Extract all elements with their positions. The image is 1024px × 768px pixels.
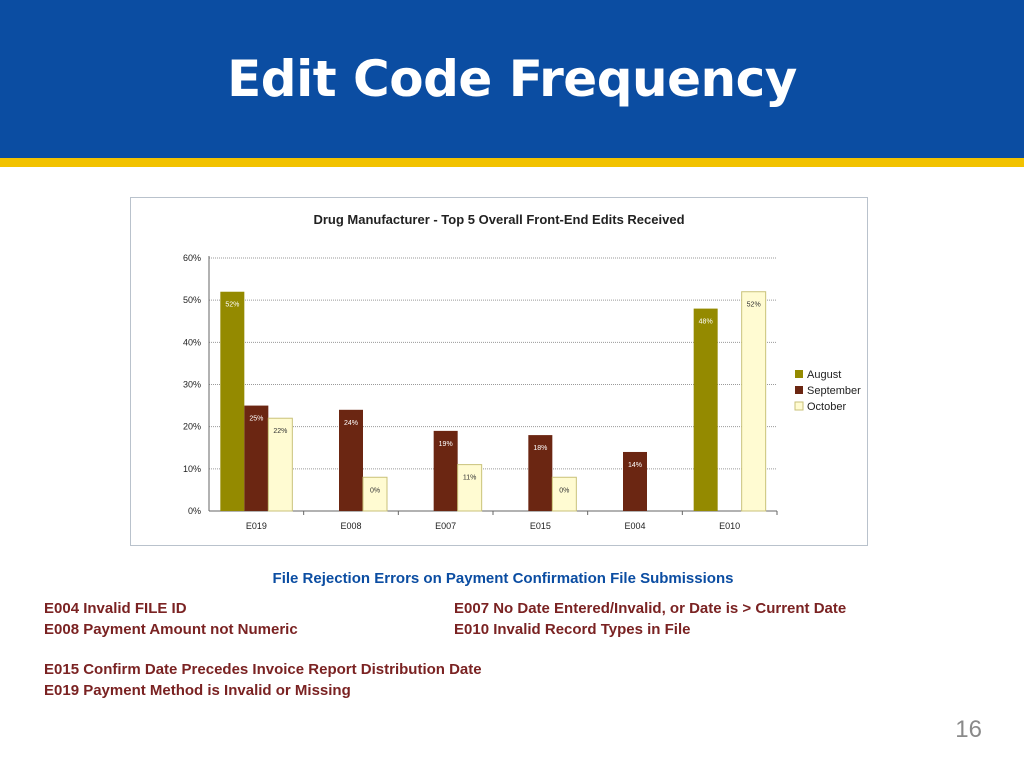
definition-e019: E019 Payment Method is Invalid or Missin… — [44, 682, 351, 699]
chart-frame: Drug Manufacturer - Top 5 Overall Front-… — [130, 197, 868, 546]
bar-october-e008 — [362, 476, 388, 512]
y-tick-label: 20% — [183, 422, 201, 432]
data-label: 18% — [533, 445, 547, 452]
definition-e008: E008 Payment Amount not Numeric — [44, 621, 298, 638]
x-tick-label: E010 — [719, 521, 740, 531]
legend-swatch-october — [794, 401, 804, 411]
chart-title: Drug Manufacturer - Top 5 Overall Front-… — [313, 212, 684, 227]
chart-caption: File Rejection Errors on Payment Confirm… — [272, 570, 734, 587]
slide-title: Edit Code Frequency — [227, 50, 797, 108]
data-label: 0% — [559, 487, 569, 494]
bar-october-e019 — [267, 417, 293, 512]
x-tick-label: E008 — [340, 521, 361, 531]
definition-e007: E007 No Date Entered/Invalid, or Date is… — [454, 600, 847, 617]
bar-october-e010 — [741, 291, 767, 512]
x-tick-label: E004 — [624, 521, 645, 531]
y-tick-label: 0% — [188, 506, 201, 516]
data-label: 14% — [628, 462, 642, 469]
bar-september-e015 — [528, 435, 553, 511]
bar-chart: Drug Manufacturer - Top 5 Overall Front-… — [183, 212, 861, 531]
bar-september-e019 — [244, 405, 269, 511]
header-band — [0, 0, 1024, 158]
bar-september-e004 — [623, 451, 647, 511]
bar-october-e015 — [551, 476, 577, 512]
data-label: 52% — [225, 302, 239, 309]
data-label: 24% — [344, 420, 358, 427]
x-tick-label: E019 — [246, 521, 267, 531]
data-label: 52% — [747, 302, 761, 309]
data-label: 19% — [439, 441, 453, 448]
data-label: 25% — [249, 416, 263, 423]
y-tick-label: 10% — [183, 464, 201, 474]
y-tick-label: 50% — [183, 295, 201, 305]
bar-august-e019 — [220, 291, 245, 511]
bar-october-e007 — [457, 464, 483, 512]
y-tick-label: 40% — [183, 337, 201, 347]
definition-e010: E010 Invalid Record Types in File — [454, 621, 691, 638]
y-tick-label: 60% — [183, 253, 201, 263]
definition-e004: E004 Invalid FILE ID — [44, 600, 187, 617]
page-number: 16 — [955, 716, 982, 743]
legend-swatch-september — [795, 386, 803, 394]
x-tick-label: E015 — [530, 521, 551, 531]
data-label: 22% — [273, 428, 287, 435]
data-label: 11% — [463, 475, 477, 482]
legend-label-october: October — [807, 401, 846, 413]
legend-label-september: September — [807, 385, 861, 397]
bar-august-e010 — [693, 308, 718, 511]
data-label: 48% — [699, 319, 713, 326]
legend-swatch-august — [795, 370, 803, 378]
bar-september-e007 — [433, 430, 458, 511]
definition-e015: E015 Confirm Date Precedes Invoice Repor… — [44, 661, 482, 678]
y-tick-label: 30% — [183, 380, 201, 390]
data-label: 0% — [370, 487, 380, 494]
header-accent-stripe — [0, 158, 1024, 167]
x-tick-label: E007 — [435, 521, 456, 531]
legend-label-august: August — [807, 369, 841, 381]
bar-september-e008 — [339, 409, 363, 511]
